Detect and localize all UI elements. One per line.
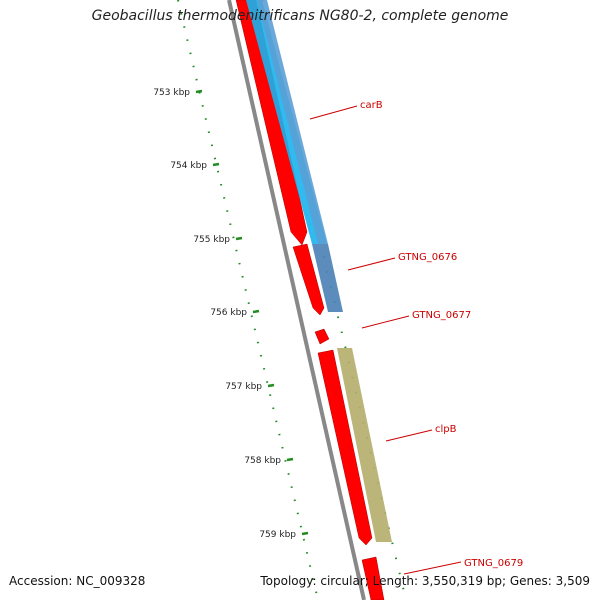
- backbone-line: [227, 0, 366, 600]
- scale-tick-label: 753 kbp: [153, 88, 190, 98]
- scale-ticks: 753 kbp 754 kbp 755 kbp 756 kbp 757 kbp 758 k…: [153, 0, 407, 600]
- genome-title: Geobacillus thermodenitrificans NG80-2, …: [91, 8, 509, 24]
- cds-carb: [235, 0, 308, 246]
- scale-tick: [252, 309, 260, 314]
- scale-tick: [195, 89, 203, 94]
- scale-tick-label: 758 kbp: [244, 456, 281, 466]
- blast-hit-clpb: [337, 348, 392, 542]
- gene-label-clpb: clpB: [435, 424, 457, 435]
- gene-label-gtng-0679: GTNG_0679: [464, 558, 523, 569]
- accession-label: Accession: NC_009328: [9, 574, 146, 588]
- scale-tick: [286, 457, 294, 462]
- gene-label-gtng-0676: GTNG_0676: [398, 252, 457, 263]
- blast-hit-gtng-0676: [312, 244, 343, 312]
- backbone-track: [227, 0, 366, 600]
- gene-label-leader: [347, 257, 396, 271]
- scale-tick-label: 756 kbp: [210, 308, 247, 318]
- gene-label-leader: [309, 105, 358, 120]
- minor-tick-track: [177, 0, 319, 600]
- gene-label-carb: carB: [360, 100, 383, 111]
- feature-track: [235, 0, 385, 600]
- scale-tick: [235, 236, 243, 241]
- scale-tick: [212, 162, 220, 167]
- genome-summary: Topology: circular; Length: 3,550,319 bp…: [260, 574, 590, 588]
- gene-label-gtng-0677: GTNG_0677: [412, 310, 471, 321]
- scale-tick-label: 754 kbp: [170, 161, 207, 171]
- cds-gtng-0676: [292, 243, 325, 316]
- cds-gtng-0677: [314, 328, 330, 345]
- blast-hit-track: [246, 0, 392, 542]
- gene-label-leader: [361, 315, 410, 329]
- gene-labels: carB GTNG_0676 GTNG_0677 clpB GTNG_0679: [309, 100, 523, 575]
- gene-label-leader: [403, 561, 462, 575]
- scale-tick-label: 759 kbp: [259, 530, 296, 540]
- scale-tick-label: 757 kbp: [225, 382, 262, 392]
- scale-tick: [301, 531, 309, 536]
- cds-clpb: [317, 349, 373, 546]
- gene-label-leader: [385, 429, 433, 442]
- scale-tick: [267, 383, 275, 388]
- scale-tick-label: 755 kbp: [193, 235, 230, 245]
- blast-hit-carb-inner: [257, 0, 328, 244]
- cds-gtng-0679: [361, 556, 385, 600]
